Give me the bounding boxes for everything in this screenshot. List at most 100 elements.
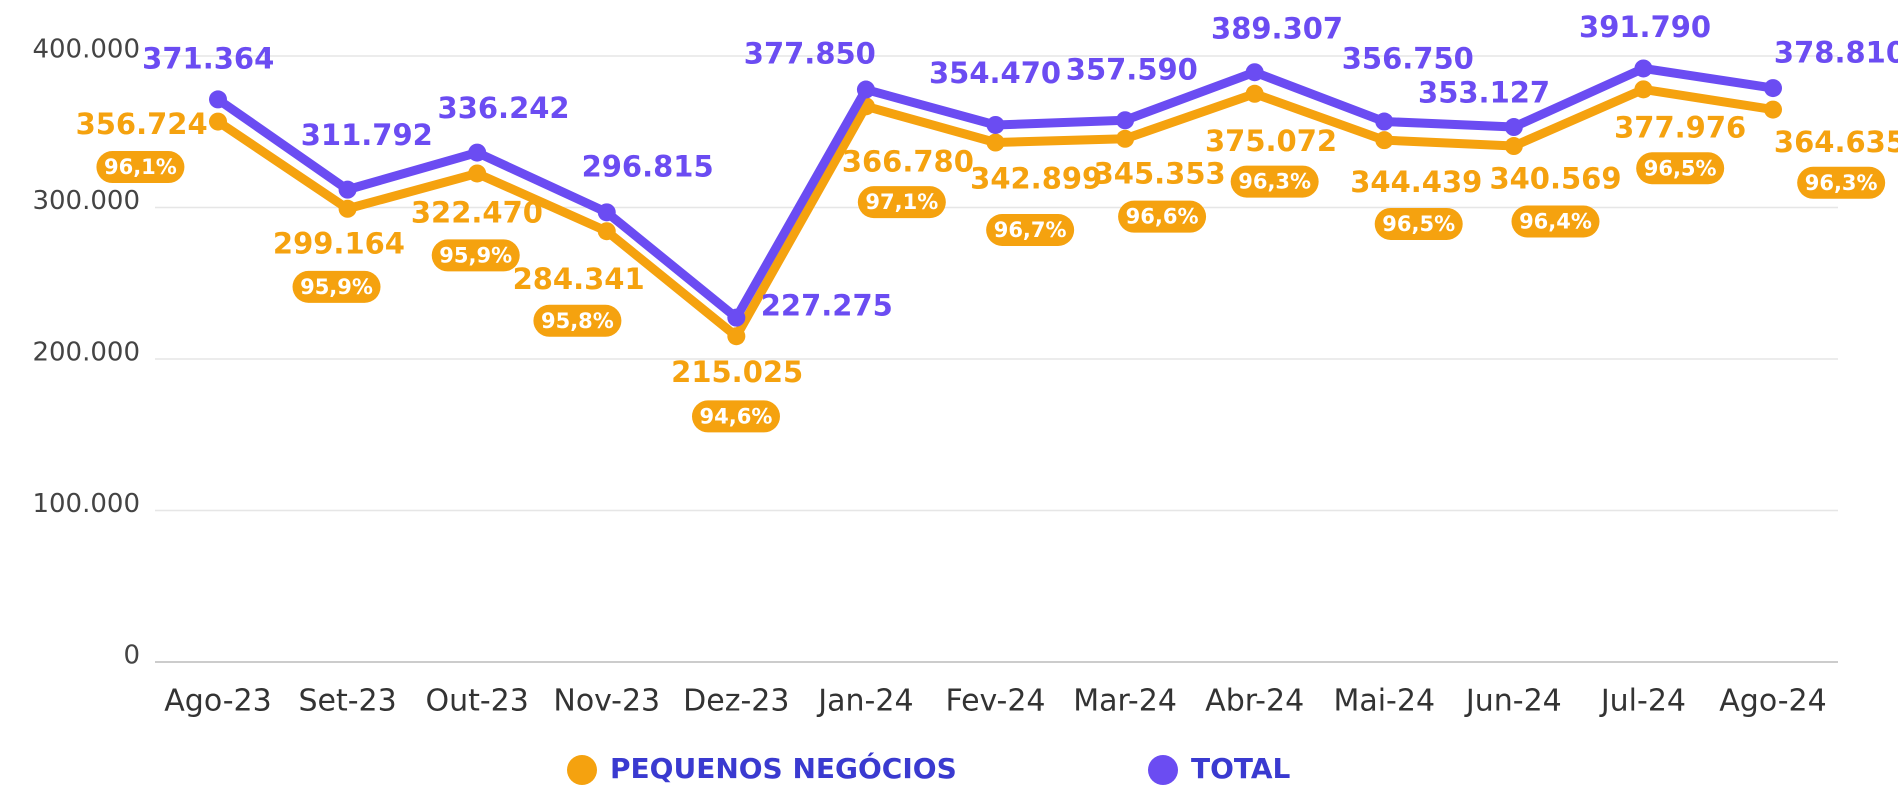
value-label: 340.569 xyxy=(1489,161,1621,195)
point xyxy=(1375,131,1394,150)
x-tick-label: Out-23 xyxy=(425,684,528,719)
y-tick-label: 300.000 xyxy=(32,186,140,216)
share-pill xyxy=(1118,200,1207,233)
share-label: 96,3% xyxy=(1238,170,1311,194)
value-label: 342.899 xyxy=(970,161,1102,195)
point xyxy=(1116,111,1135,130)
share-pill xyxy=(292,270,381,303)
value-label: 371.364 xyxy=(142,42,274,76)
share-label: 96,5% xyxy=(1382,212,1455,236)
y-tick-label: 0 xyxy=(123,641,140,671)
share-label: 96,7% xyxy=(994,218,1067,242)
point xyxy=(468,164,487,183)
value-label: 356.750 xyxy=(1342,42,1474,76)
value-label: 377.850 xyxy=(744,37,876,71)
share-label: 95,9% xyxy=(439,243,512,267)
point xyxy=(468,143,487,162)
share-pill xyxy=(1636,152,1725,185)
share-pill xyxy=(691,400,780,433)
value-label: 336.242 xyxy=(438,91,570,125)
value-label: 389.307 xyxy=(1211,11,1343,45)
point xyxy=(1504,137,1523,156)
y-tick-label: 200.000 xyxy=(32,338,140,368)
point xyxy=(1634,59,1653,78)
share-pill xyxy=(533,304,622,337)
value-label: 345.353 xyxy=(1094,157,1226,191)
point xyxy=(597,203,616,222)
point xyxy=(209,112,227,131)
value-label: 296.815 xyxy=(582,149,714,183)
share-label: 94,6% xyxy=(700,404,773,428)
y-tick-label: 400.000 xyxy=(32,35,140,65)
share-label: 96,6% xyxy=(1126,205,1199,229)
x-tick-label: Set-23 xyxy=(298,684,396,719)
legend-label: TOTAL xyxy=(1191,752,1290,785)
point xyxy=(1245,63,1264,82)
point xyxy=(338,199,357,218)
value-label: 311.792 xyxy=(301,118,433,152)
point xyxy=(338,180,357,199)
value-label: 344.439 xyxy=(1350,165,1482,199)
point xyxy=(856,80,875,99)
point xyxy=(986,133,1005,152)
x-tick-label: Dez-23 xyxy=(683,684,789,719)
x-tick-label: Nov-23 xyxy=(553,684,660,719)
legend-swatch xyxy=(1148,755,1178,785)
point xyxy=(1634,80,1653,99)
share-label: 95,9% xyxy=(300,275,373,299)
value-label: 354.470 xyxy=(929,56,1061,90)
share-pill xyxy=(986,213,1075,246)
legend-label: PEQUENOS NEGÓCIOS xyxy=(610,751,957,785)
point xyxy=(1375,112,1394,131)
x-tick-label: Jun-24 xyxy=(1464,684,1562,719)
point xyxy=(1764,100,1782,119)
value-label: 366.780 xyxy=(842,144,974,178)
share-label: 96,3% xyxy=(1805,171,1878,195)
x-tick-label: Jan-24 xyxy=(816,684,913,719)
value-label: 357.590 xyxy=(1066,52,1198,86)
point xyxy=(727,308,746,327)
value-label: 353.127 xyxy=(1418,75,1550,109)
point xyxy=(727,327,746,346)
share-label: 95,8% xyxy=(541,309,614,333)
point xyxy=(597,222,616,241)
x-tick-label: Mai-24 xyxy=(1333,684,1435,719)
point xyxy=(986,115,1005,134)
share-pill xyxy=(1230,165,1319,198)
share-pill xyxy=(431,239,520,272)
value-label: 356.724 xyxy=(76,107,208,141)
share-label: 96,1% xyxy=(104,155,177,179)
y-tick-label: 100.000 xyxy=(32,489,140,519)
share-pill xyxy=(1797,166,1886,199)
value-label: 364.635 xyxy=(1774,125,1898,159)
share-pill xyxy=(96,151,185,184)
point xyxy=(1764,79,1782,98)
value-label: 284.341 xyxy=(513,262,645,296)
share-pill xyxy=(857,186,946,219)
point xyxy=(1504,118,1523,137)
x-tick-label: Abr-24 xyxy=(1205,684,1304,719)
share-label: 96,4% xyxy=(1519,210,1592,234)
share-label: 96,5% xyxy=(1644,156,1717,180)
value-label: 377.976 xyxy=(1614,111,1746,145)
value-label: 378.810 xyxy=(1774,35,1898,69)
value-label: 299.164 xyxy=(273,227,405,261)
share-pill xyxy=(1511,205,1600,238)
point xyxy=(1116,129,1135,148)
x-tick-label: Ago-23 xyxy=(164,684,271,719)
share-label: 97,1% xyxy=(865,190,938,214)
x-tick-label: Jul-24 xyxy=(1599,684,1686,719)
x-tick-label: Mar-24 xyxy=(1073,684,1177,719)
point xyxy=(209,90,227,109)
point xyxy=(1245,84,1264,103)
share-pill xyxy=(1374,207,1463,240)
value-label: 322.470 xyxy=(411,195,543,229)
value-label: 391.790 xyxy=(1579,10,1711,44)
legend-swatch xyxy=(567,755,597,785)
value-label: 375.072 xyxy=(1205,124,1337,158)
x-tick-label: Fev-24 xyxy=(945,684,1045,719)
x-tick-label: Ago-24 xyxy=(1719,684,1826,719)
value-label: 215.025 xyxy=(671,355,803,389)
value-label: 227.275 xyxy=(761,288,893,322)
